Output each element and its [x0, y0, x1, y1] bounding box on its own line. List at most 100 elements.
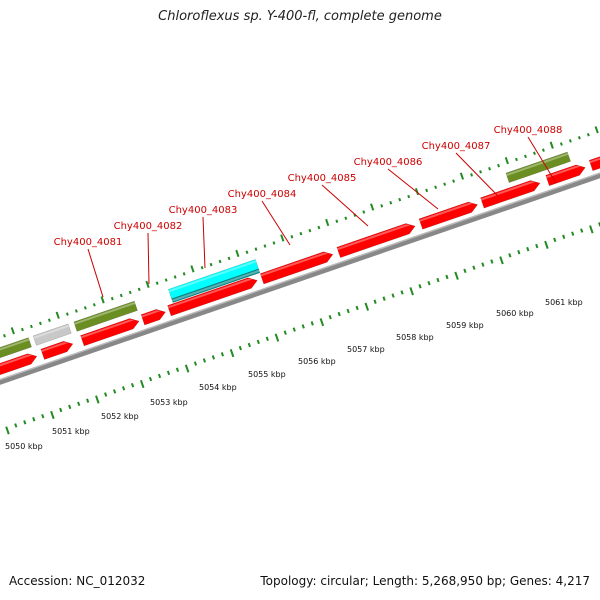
minor-tick [211, 355, 216, 360]
minor-tick [272, 241, 276, 245]
kbp-tick-label: 5059 kbp [446, 321, 484, 330]
cds-arrow [588, 156, 600, 172]
feature-box-olive-shine [74, 302, 136, 325]
feature-box-cyan-edge [171, 268, 261, 303]
minor-tick [86, 398, 90, 403]
minor-tick [362, 210, 366, 214]
major-tick [229, 348, 235, 358]
feature-box-olive-shine [506, 152, 569, 176]
minor-tick [110, 296, 114, 301]
minor-tick [418, 284, 422, 289]
lower-tick-ring [5, 222, 600, 435]
gene-label: Chy400_4088 [494, 125, 563, 136]
kbp-tick-label: 5053 kbp [150, 398, 188, 407]
minor-tick [308, 228, 312, 233]
major-tick [414, 187, 420, 196]
minor-tick [373, 299, 377, 304]
feature-box-olive [73, 300, 138, 332]
minor-tick [119, 293, 123, 298]
minor-tick [218, 259, 222, 264]
major-tick [499, 256, 504, 265]
minor-tick [227, 256, 231, 261]
major-tick [139, 379, 145, 389]
cds-arrow-shine [80, 319, 135, 339]
minor-tick [166, 370, 171, 376]
major-tick [319, 318, 325, 327]
minor-tick [389, 200, 393, 205]
kbp-tick-label: 5051 kbp [52, 427, 90, 436]
minor-tick [92, 303, 96, 307]
cds-arrow-shine [419, 202, 473, 222]
major-tick [454, 271, 459, 280]
minor-tick [220, 352, 224, 357]
cds-arrow-shine [141, 310, 161, 318]
major-tick [589, 225, 594, 234]
feature-box-gray-shine [33, 324, 70, 339]
minor-tick [488, 166, 491, 171]
gene-label-leader [527, 136, 557, 184]
minor-tick [452, 179, 456, 183]
minor-tick [407, 194, 411, 199]
cds-arrow-shine [260, 252, 329, 277]
minor-tick [515, 157, 518, 162]
cds-arrow [0, 353, 38, 376]
minor-tick [425, 188, 429, 193]
minor-tick [310, 321, 314, 326]
feature-box-gray [32, 323, 72, 346]
major-tick [280, 234, 285, 242]
backbone-highlight [0, 172, 600, 381]
kbp-tick-label: 5058 kbp [396, 333, 434, 342]
gene-label: Chy400_4086 [354, 157, 423, 168]
gene-track [0, 151, 600, 376]
gene-label: Chy400_4084 [228, 189, 297, 200]
minor-tick [398, 197, 402, 202]
genome-summary: Topology: circular; Length: 5,268,950 bp… [260, 574, 590, 588]
minor-tick [380, 204, 384, 208]
minor-tick [299, 231, 303, 236]
minor-tick [328, 314, 332, 320]
gene-label-leader [261, 200, 291, 246]
minor-tick [128, 290, 132, 295]
cds-arrow-shine [41, 342, 69, 352]
minor-tick [524, 154, 527, 159]
minor-tick [562, 234, 566, 239]
minor-tick [200, 265, 204, 270]
major-tick [95, 395, 100, 404]
kbp-tick-label: 5055 kbp [248, 370, 286, 379]
cds-arrow [80, 318, 140, 347]
cds-arrow-shine [0, 354, 33, 367]
genome-backbone [0, 172, 600, 385]
cds-arrow [336, 223, 416, 258]
feature-box-cyan-edge-shine [171, 269, 260, 302]
minor-tick [175, 367, 180, 372]
gene-label: Chy400_4087 [422, 141, 491, 152]
minor-tick [470, 173, 474, 177]
minor-tick [68, 404, 72, 410]
minor-tick [155, 281, 159, 285]
minor-tick [182, 272, 186, 276]
minor-tick [317, 225, 321, 230]
upper-tick-ring [3, 126, 599, 338]
gene-label-leader [87, 248, 104, 298]
minor-tick [541, 148, 545, 152]
minor-tick [346, 308, 350, 314]
minor-tick [21, 327, 24, 332]
minor-tick [157, 373, 162, 379]
minor-tick [113, 389, 117, 394]
major-tick [274, 333, 280, 342]
cds-arrow-shine [480, 181, 536, 201]
major-tick [544, 240, 549, 249]
minor-tick [479, 170, 482, 174]
major-tick [594, 126, 599, 134]
minor-tick [47, 318, 51, 323]
minor-tick [32, 417, 36, 422]
major-tick [145, 280, 150, 288]
gene-label: Chy400_4081 [54, 237, 123, 248]
cds-arrow-shine [337, 224, 411, 251]
minor-tick [121, 386, 126, 391]
minor-tick [238, 345, 242, 351]
cds-arrow [418, 201, 479, 230]
minor-tick [508, 253, 512, 258]
major-tick [549, 141, 554, 149]
